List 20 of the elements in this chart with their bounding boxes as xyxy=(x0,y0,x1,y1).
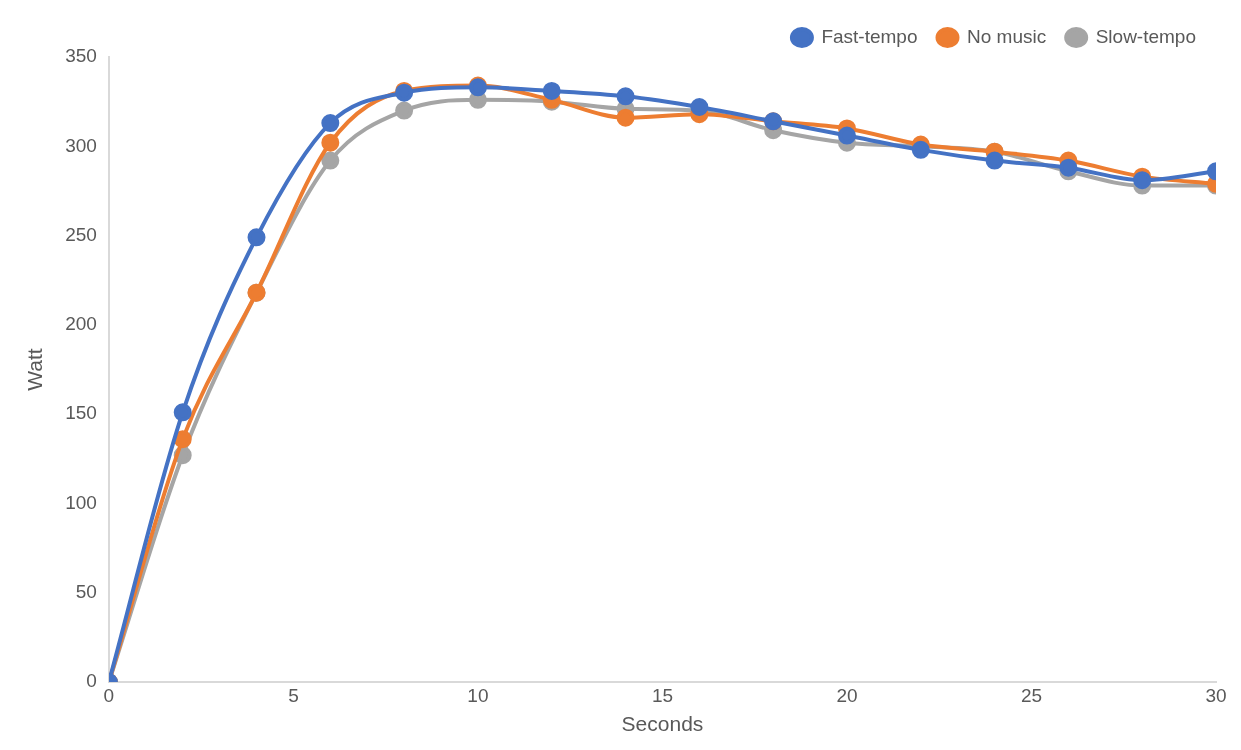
x-tick-label: 5 xyxy=(288,684,299,706)
legend-label: No music xyxy=(967,25,1047,47)
x-tick-label: 15 xyxy=(651,684,674,706)
y-axis-title: Watt xyxy=(23,348,47,391)
y-tick-label: 100 xyxy=(65,491,97,513)
y-tick-label: 300 xyxy=(65,134,97,156)
x-tick-label: 10 xyxy=(467,684,489,706)
y-tick-label: 50 xyxy=(75,580,97,602)
y-tick-label: 250 xyxy=(65,223,97,245)
y-tick-label: 350 xyxy=(65,45,97,67)
x-tick-label: 20 xyxy=(836,684,858,706)
x-tick-label: 0 xyxy=(103,684,115,706)
y-tick-label: 0 xyxy=(86,670,97,692)
legend-label: Slow-tempo xyxy=(1095,25,1197,47)
x-tick-label: 25 xyxy=(1020,684,1043,706)
y-tick-label: 150 xyxy=(65,402,97,424)
x-axis-title: Seconds xyxy=(621,712,704,736)
legend-label: Fast-tempo xyxy=(821,25,918,47)
x-tick-label: 30 xyxy=(1205,684,1227,706)
y-tick-label: 200 xyxy=(65,313,97,335)
